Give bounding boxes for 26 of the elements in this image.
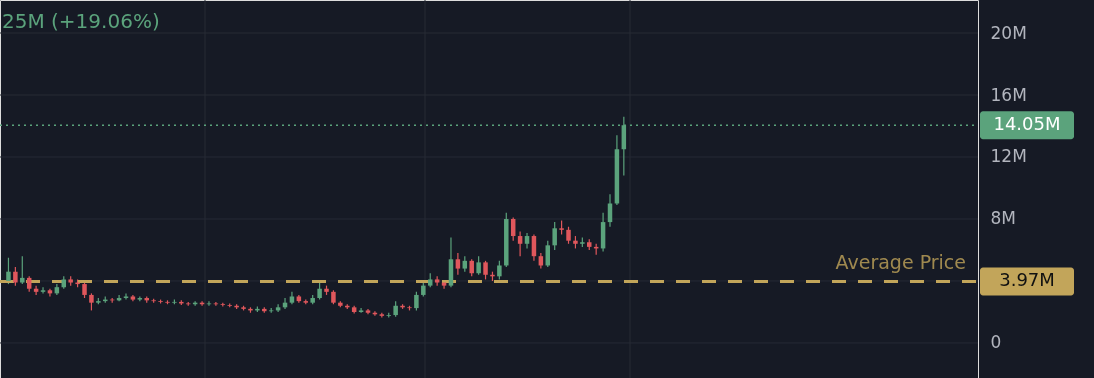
candlestick	[358, 307, 364, 314]
y-tick-label: 20M	[990, 22, 1027, 43]
candlestick	[455, 252, 461, 276]
y-tick-label: 12M	[990, 146, 1027, 167]
candlestick	[552, 221, 557, 251]
candlestick	[6, 257, 11, 285]
text: 3.97M	[999, 269, 1055, 291]
candlestick	[497, 260, 502, 281]
candlestick	[434, 275, 440, 287]
candlestick	[13, 266, 18, 287]
candlestick	[517, 230, 523, 257]
candlestick	[40, 286, 46, 294]
candlestick	[123, 292, 129, 301]
candlestick	[206, 300, 212, 307]
candlestick	[213, 301, 219, 307]
candlestick	[607, 193, 613, 228]
y-tick-label: 0	[990, 332, 1002, 353]
candlestick	[483, 260, 488, 281]
text: 14.05M	[993, 113, 1061, 135]
y-tick-label: 16M	[990, 84, 1027, 105]
ref-line-label: Average Price	[835, 251, 966, 274]
y-tick-label: 8M	[990, 208, 1016, 229]
candlestick	[414, 291, 419, 312]
annotation: 25M (+19.06%)	[2, 9, 160, 33]
candlestick	[20, 255, 25, 285]
candlestick	[476, 255, 481, 276]
